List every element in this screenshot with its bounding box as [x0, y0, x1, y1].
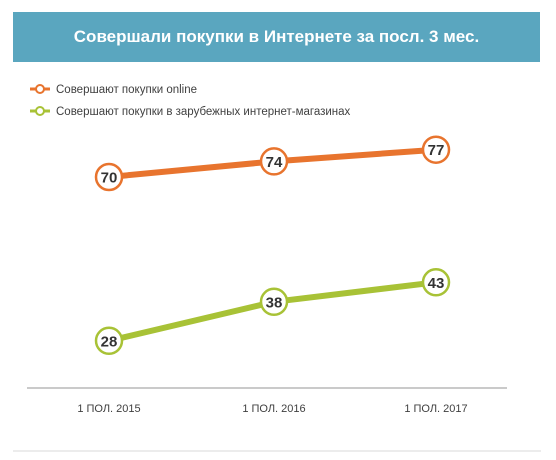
data-point-marker: [259, 287, 289, 317]
x-tick-label: 1 ПОЛ. 2016: [242, 403, 305, 415]
x-tick-label: 1 ПОЛ. 2017: [404, 403, 467, 415]
data-label: 70: [101, 170, 118, 187]
data-point-marker: [94, 162, 124, 192]
chart-title: Совершали покупки в Интернете за посл. 3…: [13, 12, 540, 62]
legend-label: Совершают покупки online: [56, 84, 197, 96]
data-label: 77: [428, 142, 445, 159]
data-point-marker: [259, 147, 289, 176]
legend-label: Совершают покупки в зарубежных интернет-…: [56, 106, 351, 118]
legend-swatch-marker: [35, 106, 45, 116]
data-label: 74: [266, 154, 283, 171]
legend-swatch-marker: [35, 84, 45, 94]
data-point-marker: [94, 326, 124, 356]
data-label: 38: [266, 294, 283, 311]
data-label: 43: [428, 275, 445, 292]
x-tick-label: 1 ПОЛ. 2015: [77, 403, 140, 415]
data-label: 28: [101, 333, 118, 350]
data-point-marker: [421, 135, 451, 164]
data-point-marker: [421, 268, 451, 297]
